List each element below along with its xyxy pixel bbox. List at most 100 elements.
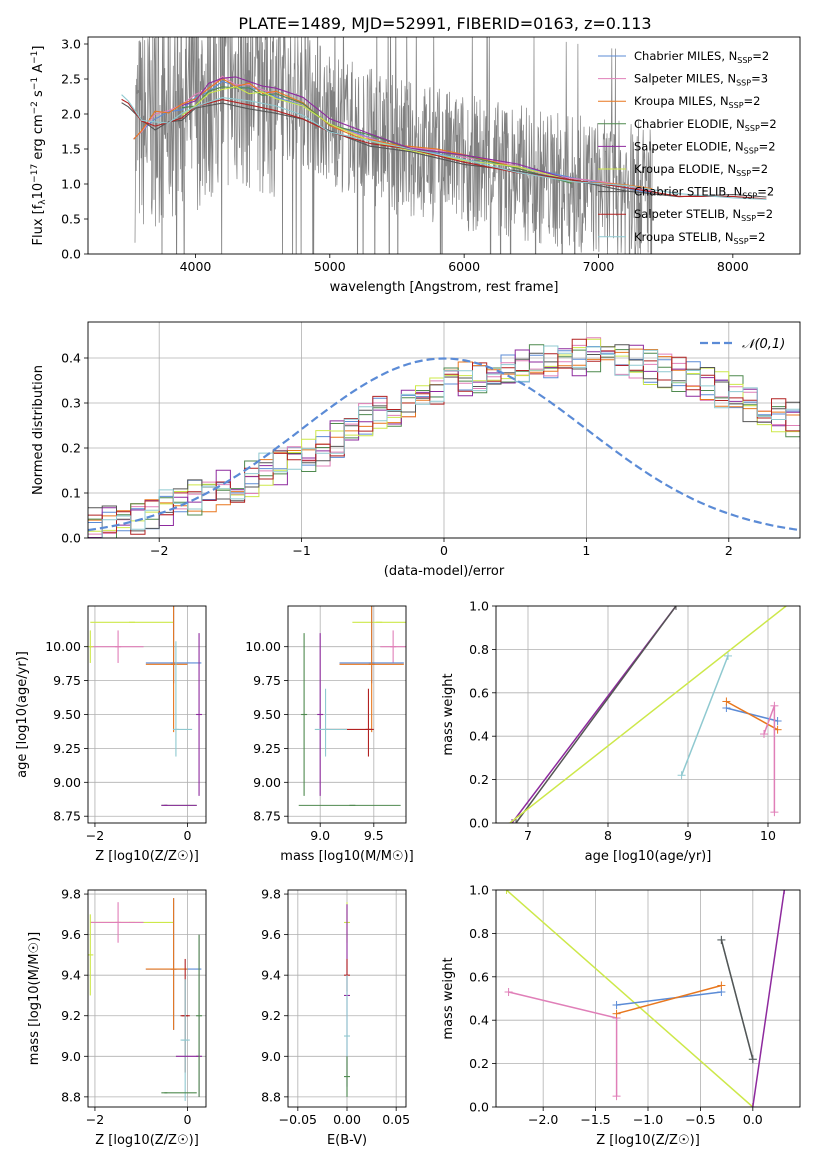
x-tick-label: 1 <box>582 543 590 558</box>
y-tick-label: 0.4 <box>469 729 489 744</box>
x-tick-label: −2 <box>86 1112 104 1127</box>
y-tick-label: 9.2 <box>61 1008 81 1023</box>
axes-frame <box>287 889 407 1108</box>
grid-lines <box>88 606 206 823</box>
x-axis-label: E(B-V) <box>327 1133 367 1148</box>
figure-title: PLATE=1489, MJD=52991, FIBERID=0163, z=0… <box>238 14 651 33</box>
x-tick-label: 7 <box>524 828 532 843</box>
plot-area <box>88 898 203 1101</box>
y-tick-label: 8.75 <box>253 809 281 824</box>
y-tick-label: 1.0 <box>469 883 489 898</box>
y-tick-label: 0.2 <box>469 772 489 787</box>
y-tick-label: 9.50 <box>53 707 81 722</box>
plus-marker <box>717 935 726 944</box>
x-tick-label: 2 <box>725 543 733 558</box>
model-series-line <box>181 76 572 181</box>
plus-marker <box>780 890 789 894</box>
x-axis-label: Z [log10(Z/Z☉)] <box>95 1133 199 1148</box>
errorbar-point <box>180 979 190 1101</box>
plot-area <box>88 606 203 806</box>
y-tick-label: 0.2 <box>61 441 81 456</box>
legend-entry: Chabrier MILES, NSSP=2 <box>634 49 769 65</box>
weight-series-line <box>616 984 722 1015</box>
y-tick-label: 8.75 <box>53 809 81 824</box>
axes-frame <box>287 605 407 824</box>
axes-frame <box>87 36 801 255</box>
y-tick-label: 9.0 <box>261 1049 281 1064</box>
model-series-line <box>121 94 767 200</box>
plus-marker <box>504 987 513 996</box>
weight-series-line <box>680 655 729 776</box>
errorbar-point <box>339 606 404 733</box>
legend-entry: Chabrier ELODIE, NSSP=2 <box>634 117 777 133</box>
axes-frame <box>495 889 801 1108</box>
y-tick-label: 0.0 <box>469 1100 489 1115</box>
x-tick-label: 0.0 <box>743 1112 763 1127</box>
spectrum-legend: Chabrier MILES, NSSP=2 Salpeter MILES, NS… <box>598 49 777 246</box>
axes-frame <box>87 605 207 824</box>
weight-series-line <box>508 991 618 1097</box>
plus-marker <box>748 1055 757 1064</box>
plus-marker <box>677 771 686 780</box>
y-tick-label: 9.6 <box>261 927 281 942</box>
errorbar-point <box>145 898 188 1030</box>
y-tick-label: 0.0 <box>61 531 81 546</box>
x-tick-label: 10 <box>760 828 776 843</box>
y-tick-label: 0.0 <box>469 816 489 831</box>
y-tick-label: 9.50 <box>253 707 281 722</box>
errorbar-point <box>172 641 193 757</box>
spectrum-panel: 4000 5000 6000 7000 8000 0.0 0.5 1.0 1.5 2.0 2.5 3.… <box>30 36 801 295</box>
x-tick-label: −0.05 <box>279 1112 317 1127</box>
errorbar-point <box>90 902 144 943</box>
y-tick-label: 10.00 <box>245 639 281 654</box>
y-tick-label: 9.00 <box>253 775 281 790</box>
x-tick-label: 5000 <box>314 259 346 274</box>
x-tick-label: 0 <box>184 1112 192 1127</box>
y-tick-label: 9.75 <box>53 673 81 688</box>
errorbar-point <box>344 1056 350 1097</box>
weight-series-line <box>506 890 754 1107</box>
y-axis-label: mass [log10(M/M☉)] <box>27 932 42 1065</box>
y-tick-label: 9.0 <box>61 1049 81 1064</box>
histogram-series <box>88 344 800 532</box>
y-axis-label: Normed distribution <box>31 365 46 495</box>
y-tick-label: 9.4 <box>261 968 281 983</box>
plus-marker <box>672 606 680 610</box>
legend-entry: Kroupa STELIB, NSSP=2 <box>634 230 765 246</box>
y-tick-label: 0.4 <box>61 351 81 366</box>
errorbar-point <box>90 630 144 663</box>
x-tick-label: −1.5 <box>580 1112 610 1127</box>
y-tick-label: 0.1 <box>61 486 81 501</box>
plus-marker <box>770 701 779 710</box>
plot-area <box>344 902 350 1097</box>
x-axis-label: (data-model)/error <box>384 564 505 579</box>
y-tick-label: 0.8 <box>469 642 489 657</box>
plus-marker <box>512 819 520 823</box>
y-tick-label: 9.4 <box>61 968 81 983</box>
y-tick-label: 1.5 <box>61 142 81 157</box>
mass-vs-ebv-panel: −0.05 0.00 0.05 8.8 9.0 9.2 9.4 9.6 9.8 E(B-V) <box>261 887 410 1148</box>
y-axis-label: Flux [fλ10−17 erg cm−2 s−1 A−1] <box>30 46 48 246</box>
weight-series-line <box>726 700 778 731</box>
errorbar-point <box>314 688 347 757</box>
plus-marker <box>796 591 804 599</box>
x-tick-label: 7000 <box>583 259 615 274</box>
x-tick-label: 4000 <box>180 259 212 274</box>
y-tick-label: 9.25 <box>253 741 281 756</box>
errorbar-point <box>325 688 374 757</box>
weight-series-line <box>763 705 776 813</box>
plus-marker <box>722 697 731 706</box>
x-axis-label: age [log10(age/yr)] <box>585 849 712 864</box>
plus-marker <box>502 890 511 894</box>
x-tick-label: 0.00 <box>333 1112 361 1127</box>
y-tick-label: 8.8 <box>61 1089 81 1104</box>
errorbar-point <box>145 606 188 733</box>
y-tick-label: 1.0 <box>469 599 489 614</box>
x-axis-label: Z [log10(Z/Z☉)] <box>95 849 199 864</box>
y-tick-label: 9.75 <box>253 673 281 688</box>
y-tick-label: 2.0 <box>61 107 81 122</box>
plus-marker <box>612 1009 621 1018</box>
y-tick-label: 9.8 <box>61 887 81 902</box>
weight-vs-metallicity-panel: −2.0 −1.5 −1.0 −0.5 0.0 0.0 0.2 0.4 0.6 0.8 1.0 Z [… <box>441 883 801 1148</box>
errorbar-point <box>380 630 406 663</box>
